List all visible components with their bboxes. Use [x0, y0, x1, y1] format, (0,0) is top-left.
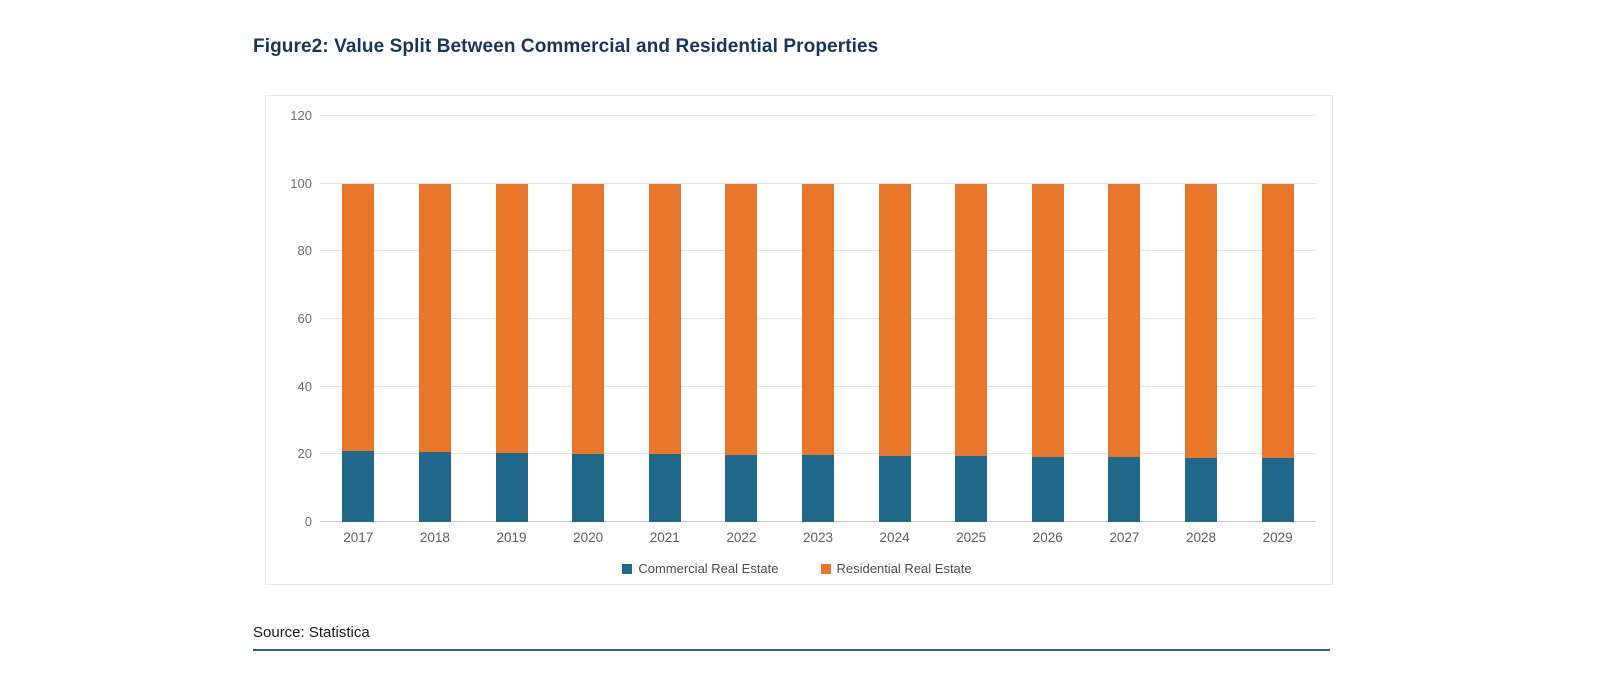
bar-segment-residential-real-estate-2024 [878, 183, 911, 456]
x-tick-label-2019: 2019 [496, 530, 527, 545]
bar-segment-residential-real-estate-2027 [1108, 183, 1141, 458]
legend-swatch-icon [622, 563, 633, 574]
y-axis: 0 20 40 60 80 100 120 [278, 108, 320, 529]
plot-row: 0 20 40 60 80 100 120 [278, 108, 1316, 529]
bar-segment-residential-real-estate-2018 [418, 183, 451, 453]
stacked-bar-2018 [418, 183, 451, 522]
bar-segment-residential-real-estate-2029 [1261, 183, 1294, 459]
bar-segment-commercial-real-estate-2020 [572, 453, 605, 522]
bar-segment-commercial-real-estate-2018 [418, 452, 451, 522]
x-tick-label-2026: 2026 [1032, 530, 1063, 545]
stacked-bar-2025 [955, 183, 988, 522]
legend-label: Commercial Real Estate [638, 561, 779, 576]
x-tick-label-2023: 2023 [802, 530, 833, 545]
bar-segment-residential-real-estate-2025 [955, 183, 988, 457]
stacked-bar-2026 [1031, 183, 1064, 522]
figure-title: Figure2: Value Split Between Commercial … [253, 36, 879, 57]
x-tick-label-2020: 2020 [573, 530, 604, 545]
bar-slot-2018 [397, 116, 474, 522]
bar-slot-2023 [780, 116, 857, 522]
bar-segment-commercial-real-estate-2019 [495, 452, 528, 522]
x-tick-label-2017: 2017 [343, 530, 374, 545]
x-tick-label-2022: 2022 [726, 530, 757, 545]
y-tick-label-120: 120 [290, 108, 312, 123]
bar-slot-2020 [550, 116, 627, 522]
bar-segment-commercial-real-estate-2022 [725, 454, 758, 522]
legend-swatch-icon [820, 563, 831, 574]
bar-segment-residential-real-estate-2026 [1031, 183, 1064, 457]
legend-item-residential-real-estate: Residential Real Estate [820, 561, 972, 576]
bar-segment-residential-real-estate-2019 [495, 183, 528, 453]
bar-segment-commercial-real-estate-2026 [1031, 456, 1064, 522]
bar-segment-commercial-real-estate-2025 [955, 456, 988, 522]
chart-panel: 0 20 40 60 80 100 120 2017 2018 2019 2020 2021 2022… [265, 95, 1333, 585]
stacked-bar-2023 [801, 183, 834, 522]
bar-slot-2017 [320, 116, 397, 522]
gridline-100 [320, 182, 1316, 184]
bar-slot-2027 [1086, 116, 1163, 522]
x-tick-label-2021: 2021 [649, 530, 680, 545]
bar-segment-commercial-real-estate-2017 [342, 450, 375, 522]
bar-slot-2019 [473, 116, 550, 522]
source-text: Source: Statistica [253, 624, 370, 641]
y-tick-label-100: 100 [290, 175, 312, 191]
bar-slot-2021 [626, 116, 703, 522]
stacked-bar-2020 [572, 183, 605, 522]
legend: Commercial Real Estate Residential Real E… [278, 561, 1316, 576]
bar-segment-residential-real-estate-2022 [725, 183, 758, 455]
y-tick-label-0: 0 [304, 514, 312, 529]
stacked-bar-2028 [1185, 183, 1217, 522]
x-tick-label-2028: 2028 [1185, 530, 1217, 545]
bar-segment-residential-real-estate-2017 [342, 183, 375, 451]
x-axis: 2017 2018 2019 2020 2021 2022 2023 2024 2025 2026… [320, 530, 1316, 545]
bars-layer [320, 116, 1316, 522]
y-tick-label-40: 40 [297, 378, 312, 394]
bar-segment-commercial-real-estate-2021 [648, 454, 681, 522]
x-tick-label-2018: 2018 [419, 530, 450, 545]
bar-segment-commercial-real-estate-2023 [801, 455, 834, 522]
gridline-120 [320, 115, 1316, 116]
bar-segment-residential-real-estate-2028 [1185, 183, 1217, 458]
x-tick-label-2024: 2024 [879, 530, 910, 545]
y-tick-label-60: 60 [297, 311, 312, 326]
legend-item-commercial-real-estate: Commercial Real Estate [622, 561, 779, 576]
bar-segment-residential-real-estate-2020 [572, 183, 605, 454]
bar-segment-residential-real-estate-2023 [801, 183, 834, 456]
bar-segment-commercial-real-estate-2027 [1108, 457, 1141, 522]
y-tick-label-20: 20 [297, 446, 312, 462]
bar-segment-commercial-real-estate-2024 [878, 455, 911, 522]
x-tick-label-2029: 2029 [1262, 530, 1293, 545]
stacked-bar-2021 [648, 183, 681, 522]
source-row: Source: Statistica [253, 624, 1330, 651]
x-tick-label-2025: 2025 [956, 530, 987, 545]
stacked-bar-2024 [878, 183, 911, 522]
bar-segment-residential-real-estate-2021 [648, 183, 681, 455]
bar-slot-2022 [703, 116, 780, 522]
stacked-bar-2029 [1261, 183, 1294, 522]
bar-slot-2024 [856, 116, 933, 522]
bar-slot-2026 [1009, 116, 1086, 522]
stacked-bar-2019 [495, 183, 528, 522]
y-tick-label-80: 80 [297, 243, 312, 259]
bar-segment-commercial-real-estate-2029 [1261, 458, 1294, 522]
x-tick-label-2027: 2027 [1109, 530, 1140, 545]
bar-slot-2025 [933, 116, 1010, 522]
stacked-bar-2027 [1108, 183, 1141, 522]
stacked-bar-2017 [342, 183, 375, 522]
bar-slot-2028 [1163, 116, 1240, 522]
bar-segment-commercial-real-estate-2028 [1185, 457, 1217, 522]
plot-area [320, 115, 1316, 522]
legend-label: Residential Real Estate [836, 561, 972, 576]
bar-slot-2029 [1239, 116, 1316, 522]
stacked-bar-2022 [725, 183, 758, 522]
